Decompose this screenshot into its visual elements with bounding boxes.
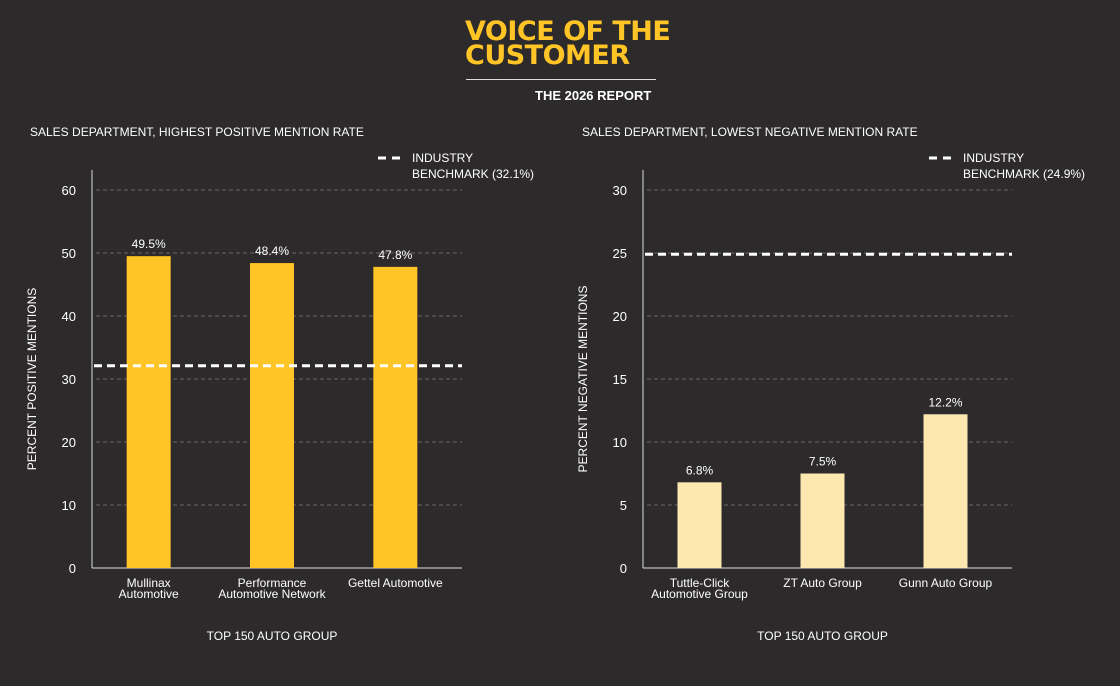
bar — [800, 473, 845, 568]
y-tick-label: 0 — [69, 561, 76, 576]
data-label: 47.8% — [378, 248, 412, 262]
x-tick-label: Gettel Automotive — [348, 576, 443, 590]
x-tick-label: Performance — [238, 576, 307, 590]
data-label: 49.5% — [132, 237, 166, 251]
report-title: VOICE OF THE CUSTOMER — [465, 16, 671, 71]
bar — [373, 266, 418, 568]
title-line-1: VOICE OF THE — [465, 16, 671, 47]
x-tick-label: Automotive — [119, 587, 179, 601]
report-subtitle: THE 2026 REPORT — [535, 88, 652, 103]
data-label: 12.2% — [928, 395, 962, 409]
y-tick-label: 40 — [62, 309, 76, 324]
y-tick-label: 30 — [613, 183, 627, 198]
y-tick-label: 15 — [613, 372, 627, 387]
x-axis-label: TOP 150 AUTO GROUP — [207, 629, 338, 643]
legend-benchmark-label: BENCHMARK (24.9%) — [963, 167, 1085, 181]
x-tick-label: Tuttle-Click — [670, 576, 731, 590]
title-divider — [466, 79, 656, 80]
x-tick-label: Gunn Auto Group — [899, 576, 993, 590]
bar — [677, 482, 722, 568]
x-tick-label: Automotive Group — [651, 587, 748, 601]
x-tick-label: Mullinax — [127, 576, 171, 590]
chart-title: SALES DEPARTMENT, LOWEST NEGATIVE MENTIO… — [582, 125, 918, 139]
bar — [250, 263, 294, 568]
legend-benchmark-label: INDUSTRY — [412, 151, 473, 165]
y-tick-label: 20 — [62, 435, 76, 450]
y-tick-label: 0 — [620, 561, 627, 576]
y-tick-label: 5 — [620, 498, 627, 513]
y-tick-label: 20 — [613, 309, 627, 324]
y-tick-label: 30 — [62, 372, 76, 387]
legend-benchmark-label: BENCHMARK (32.1%) — [412, 167, 534, 181]
y-axis-label: PERCENT NEGATIVE MENTIONS — [576, 286, 590, 473]
bar — [126, 256, 171, 568]
data-label: 48.4% — [255, 244, 289, 258]
title-line-2: CUSTOMER — [465, 40, 630, 71]
data-label: 6.8% — [686, 463, 714, 477]
x-tick-label: ZT Auto Group — [783, 576, 862, 590]
bar — [923, 414, 968, 568]
chart-title: SALES DEPARTMENT, HIGHEST POSITIVE MENTI… — [30, 125, 364, 139]
data-label: 7.5% — [809, 455, 837, 469]
y-tick-label: 60 — [62, 183, 76, 198]
x-tick-label: Automotive Network — [218, 587, 326, 601]
y-tick-label: 10 — [62, 498, 76, 513]
y-tick-label: 25 — [613, 246, 627, 261]
legend-benchmark-label: INDUSTRY — [963, 151, 1024, 165]
y-tick-label: 50 — [62, 246, 76, 261]
y-tick-label: 10 — [613, 435, 627, 450]
y-axis-label: PERCENT POSITIVE MENTIONS — [25, 288, 39, 470]
x-axis-label: TOP 150 AUTO GROUP — [757, 629, 888, 643]
